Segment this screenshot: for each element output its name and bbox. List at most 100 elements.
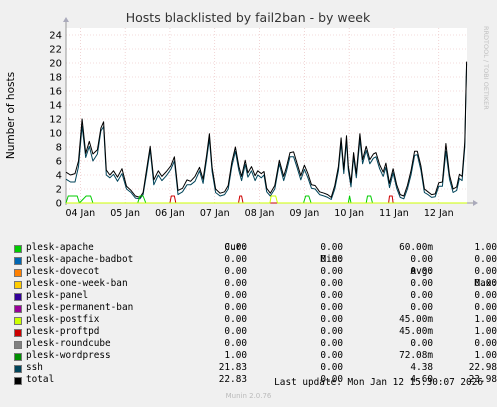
series-line-plesk-proftpd <box>66 195 467 204</box>
legend-min-value: 0.00 <box>320 254 343 265</box>
legend-row: plesk-panel 0.00 0.00 0.00 0.00 <box>0 290 497 302</box>
legend-row: plesk-wordpress 1.00 0.00 72.08m 1.00 <box>0 350 497 362</box>
legend-max-value: 0.00 <box>474 290 497 301</box>
y-tick-label: 20 <box>49 59 62 70</box>
legend-series-name: plesk-roundcube <box>26 338 111 349</box>
legend-header-avg: Avg: <box>410 266 433 277</box>
legend-series-name: plesk-one-week-ban <box>26 278 128 289</box>
legend-row: plesk-permanent-ban 0.00 0.00 0.00 0.00 <box>0 302 497 314</box>
legend-cur-value: 0.00 <box>224 278 247 289</box>
y-tick-label: 16 <box>49 87 62 98</box>
legend-cur-value: 0.00 <box>224 326 247 337</box>
legend-row: plesk-roundcube 0.00 0.00 0.00 0.00 <box>0 338 497 350</box>
legend-series-name: plesk-apache-badbot <box>26 254 134 265</box>
legend-series-name: total <box>26 374 55 385</box>
legend-header-min: Min: <box>320 254 343 265</box>
legend-swatch <box>14 341 22 349</box>
legend-max-value: 1.00 <box>474 242 497 253</box>
legend-max-value: 22.98 <box>468 362 497 373</box>
legend-min-value: 0.00 <box>320 338 343 349</box>
x-axis-arrow <box>473 200 478 206</box>
legend-avg-value: 45.00m <box>399 314 433 325</box>
legend-max-value: 0.00 <box>474 266 497 277</box>
legend-cur-value: 0.00 <box>224 266 247 277</box>
y-tick-label: 14 <box>49 101 62 112</box>
legend-max-value: 0.00 <box>474 302 497 313</box>
legend-header-max: Max: <box>474 278 497 289</box>
rrdtool-watermark: RRDTOOL / TOBI OETIKER <box>482 26 490 110</box>
legend-swatch <box>14 293 22 301</box>
legend-swatch <box>14 269 22 277</box>
legend-avg-value: 0.00 <box>410 266 433 277</box>
y-tick-label: 8 <box>56 143 62 154</box>
legend-series-name: plesk-proftpd <box>26 326 100 337</box>
legend-max-value: 23.98 <box>468 374 497 385</box>
y-axis-label: Number of hosts <box>5 72 17 159</box>
y-tick-label: 4 <box>56 171 62 182</box>
legend-series-name: plesk-wordpress <box>26 350 111 361</box>
legend-max-value: 0.00 <box>474 338 497 349</box>
legend-max-value: 0.00 <box>474 254 497 265</box>
legend-series-name: ssh <box>26 362 43 373</box>
x-tick-label: 05 Jan <box>110 208 140 219</box>
legend-cur-value: 1.00 <box>224 350 247 361</box>
legend-min-value: 0.00 <box>320 266 343 277</box>
plot-area <box>66 28 467 203</box>
x-tick-label: 07 Jan <box>200 208 230 219</box>
y-tick-label: 6 <box>56 157 62 168</box>
legend-avg-value: 0.00 <box>410 290 433 301</box>
legend-header-row: Cur: Min: Avg: Max: <box>0 230 497 289</box>
legend-max-value: 0.00 <box>474 278 497 289</box>
legend-min-value: 0.00 <box>320 350 343 361</box>
legend-swatch <box>14 317 22 325</box>
legend-swatch <box>14 305 22 313</box>
legend-cur-value: 0.00 <box>224 290 247 301</box>
y-tick-label: 24 <box>49 31 62 42</box>
x-tick-label: 08 Jan <box>245 208 275 219</box>
y-tick-label: 12 <box>49 115 62 126</box>
legend-min-value: 0.00 <box>320 278 343 289</box>
legend-swatch <box>14 365 22 373</box>
x-tick-label: 04 Jan <box>65 208 95 219</box>
legend-avg-value: 0.00 <box>410 338 433 349</box>
y-tick-label: 22 <box>49 45 62 56</box>
legend-min-value: 0.00 <box>320 290 343 301</box>
legend-swatch <box>14 281 22 289</box>
legend-swatch <box>14 245 22 253</box>
legend-series-name: plesk-panel <box>26 290 89 301</box>
x-tick-label: 06 Jan <box>155 208 185 219</box>
x-tick-label: 12 Jan <box>424 208 454 219</box>
legend-avg-value: 72.08m <box>399 350 433 361</box>
footer: Munin 2.0.76 <box>225 392 272 400</box>
last-update: Last update: Mon Jan 12 15:30:07 2026 <box>274 377 483 388</box>
legend-max-value: 1.00 <box>474 326 497 337</box>
legend-cur-value: 0.00 <box>224 314 247 325</box>
y-axis-arrow <box>63 17 69 22</box>
legend-row: plesk-proftpd 0.00 0.00 45.00m 1.00 <box>0 326 497 338</box>
legend-row: total 22.83 0.00 4.60 23.98 <box>0 374 497 386</box>
y-tick-label: 2 <box>56 185 62 196</box>
legend-series-name: plesk-postfix <box>26 314 100 325</box>
legend-swatch <box>14 377 22 385</box>
y-tick-label: 18 <box>49 73 62 84</box>
legend-row: plesk-one-week-ban 0.00 0.00 0.00 0.00 <box>0 278 497 290</box>
legend-avg-value: 60.00m <box>399 242 433 253</box>
legend-avg-value: 0.00 <box>410 278 433 289</box>
legend-row: plesk-apache-badbot 0.00 0.00 0.00 0.00 <box>0 254 497 266</box>
series-line-plesk-postfix <box>66 195 467 204</box>
x-tick-label: 11 Jan <box>379 208 409 219</box>
legend-row: plesk-dovecot 0.00 0.00 0.00 0.00 <box>0 266 497 278</box>
legend-cur-value: 22.83 <box>218 374 247 385</box>
legend-series-name: plesk-apache <box>26 242 94 253</box>
legend-row: plesk-postfix 0.00 0.00 45.00m 1.00 <box>0 314 497 326</box>
legend-cur-value: 0.00 <box>224 254 247 265</box>
legend-min-value: 0.00 <box>320 314 343 325</box>
y-tick-label: 10 <box>49 129 62 140</box>
legend-avg-value: 0.00 <box>410 302 433 313</box>
legend-max-value: 1.00 <box>474 350 497 361</box>
chart-title: Hosts blacklisted by fail2ban - by week <box>126 10 371 25</box>
legend-min-value: 0.00 <box>320 362 343 373</box>
x-tick-label: 10 Jan <box>334 208 364 219</box>
x-tick-label: 09 Jan <box>289 208 319 219</box>
